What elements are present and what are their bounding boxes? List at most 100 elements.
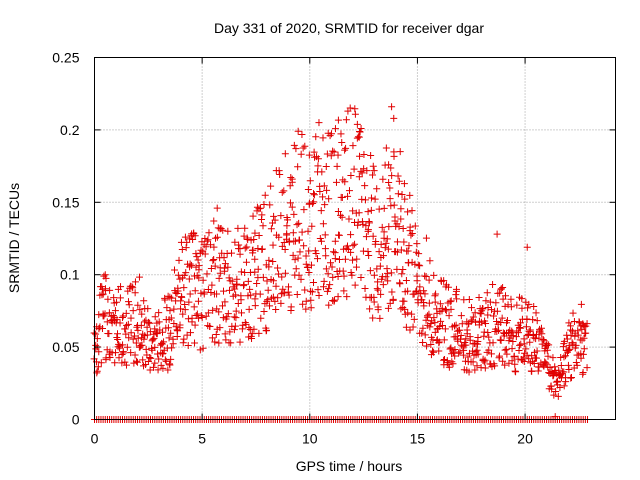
data-point xyxy=(580,345,588,353)
data-point xyxy=(322,252,330,260)
data-point xyxy=(110,294,118,302)
data-point xyxy=(502,345,510,353)
data-point xyxy=(457,312,465,320)
data-point xyxy=(347,171,355,179)
data-point xyxy=(298,228,306,236)
data-point xyxy=(345,215,353,223)
data-point xyxy=(215,274,223,282)
data-point xyxy=(369,162,377,170)
data-point xyxy=(186,260,194,268)
data-point xyxy=(264,286,272,294)
data-point xyxy=(267,225,275,233)
data-point xyxy=(385,178,393,186)
data-point xyxy=(134,334,142,342)
data-point xyxy=(565,342,573,350)
data-point xyxy=(340,272,348,280)
data-point xyxy=(228,277,236,285)
x-tick-label: 15 xyxy=(410,431,426,447)
data-point xyxy=(397,246,405,254)
data-point xyxy=(258,245,266,253)
data-point xyxy=(305,268,313,276)
data-point xyxy=(367,206,375,214)
chart-title: Day 331 of 2020, SRMTID for receiver dga… xyxy=(214,20,484,36)
data-point xyxy=(379,281,387,289)
data-point xyxy=(497,336,505,344)
data-point xyxy=(382,239,390,247)
data-point xyxy=(567,374,575,382)
data-point xyxy=(146,319,154,327)
data-point xyxy=(416,262,424,270)
data-point xyxy=(555,366,563,374)
data-point xyxy=(350,165,358,173)
data-point xyxy=(185,298,193,306)
data-point xyxy=(127,329,135,337)
data-point xyxy=(567,322,575,330)
data-point xyxy=(357,274,365,282)
data-point xyxy=(452,321,460,329)
data-point xyxy=(265,263,273,271)
data-point xyxy=(373,185,381,193)
data-point xyxy=(220,287,228,295)
data-point xyxy=(422,234,430,242)
data-point xyxy=(349,256,357,264)
data-point xyxy=(199,344,207,352)
data-point xyxy=(361,285,369,293)
data-point xyxy=(382,273,390,281)
data-point xyxy=(251,302,259,310)
data-point xyxy=(507,295,515,303)
data-point xyxy=(411,260,419,268)
data-point xyxy=(484,329,492,337)
data-point xyxy=(381,244,389,252)
data-point xyxy=(327,152,335,160)
data-point xyxy=(157,361,165,369)
data-point xyxy=(356,128,364,136)
data-point xyxy=(150,334,158,342)
data-point xyxy=(149,335,157,343)
data-point xyxy=(155,318,163,326)
data-point xyxy=(334,208,342,216)
data-point xyxy=(186,290,194,298)
data-point xyxy=(194,297,202,305)
data-point xyxy=(305,151,313,159)
data-point xyxy=(323,186,331,194)
data-point xyxy=(379,175,387,183)
data-point xyxy=(304,186,312,194)
data-point xyxy=(560,353,568,361)
data-point xyxy=(501,346,509,354)
data-point xyxy=(199,276,207,284)
data-point xyxy=(216,324,224,332)
data-point xyxy=(234,224,242,232)
data-point xyxy=(155,355,163,363)
data-point xyxy=(251,255,259,263)
data-point xyxy=(183,238,191,246)
data-point xyxy=(430,271,438,279)
data-point xyxy=(481,364,489,372)
data-point xyxy=(307,261,315,269)
data-point xyxy=(365,251,373,259)
data-point xyxy=(459,343,467,351)
data-point xyxy=(554,392,562,400)
data-point xyxy=(569,309,577,317)
data-point xyxy=(377,240,385,248)
data-point xyxy=(513,327,521,335)
data-point xyxy=(322,162,330,170)
data-point xyxy=(101,271,109,279)
data-point xyxy=(134,326,142,334)
data-point xyxy=(283,222,291,230)
data-point xyxy=(451,352,459,360)
data-point xyxy=(301,142,309,150)
data-point xyxy=(105,330,113,338)
data-point xyxy=(254,265,262,273)
data-point xyxy=(438,304,446,312)
data-point xyxy=(225,274,233,282)
data-point xyxy=(474,350,482,358)
data-point xyxy=(319,220,327,228)
data-point xyxy=(248,330,256,338)
data-point xyxy=(245,324,253,332)
data-point xyxy=(465,368,473,376)
data-point xyxy=(373,285,381,293)
data-point xyxy=(130,332,138,340)
data-point xyxy=(550,391,558,399)
data-point xyxy=(237,268,245,276)
data-point xyxy=(98,325,106,333)
